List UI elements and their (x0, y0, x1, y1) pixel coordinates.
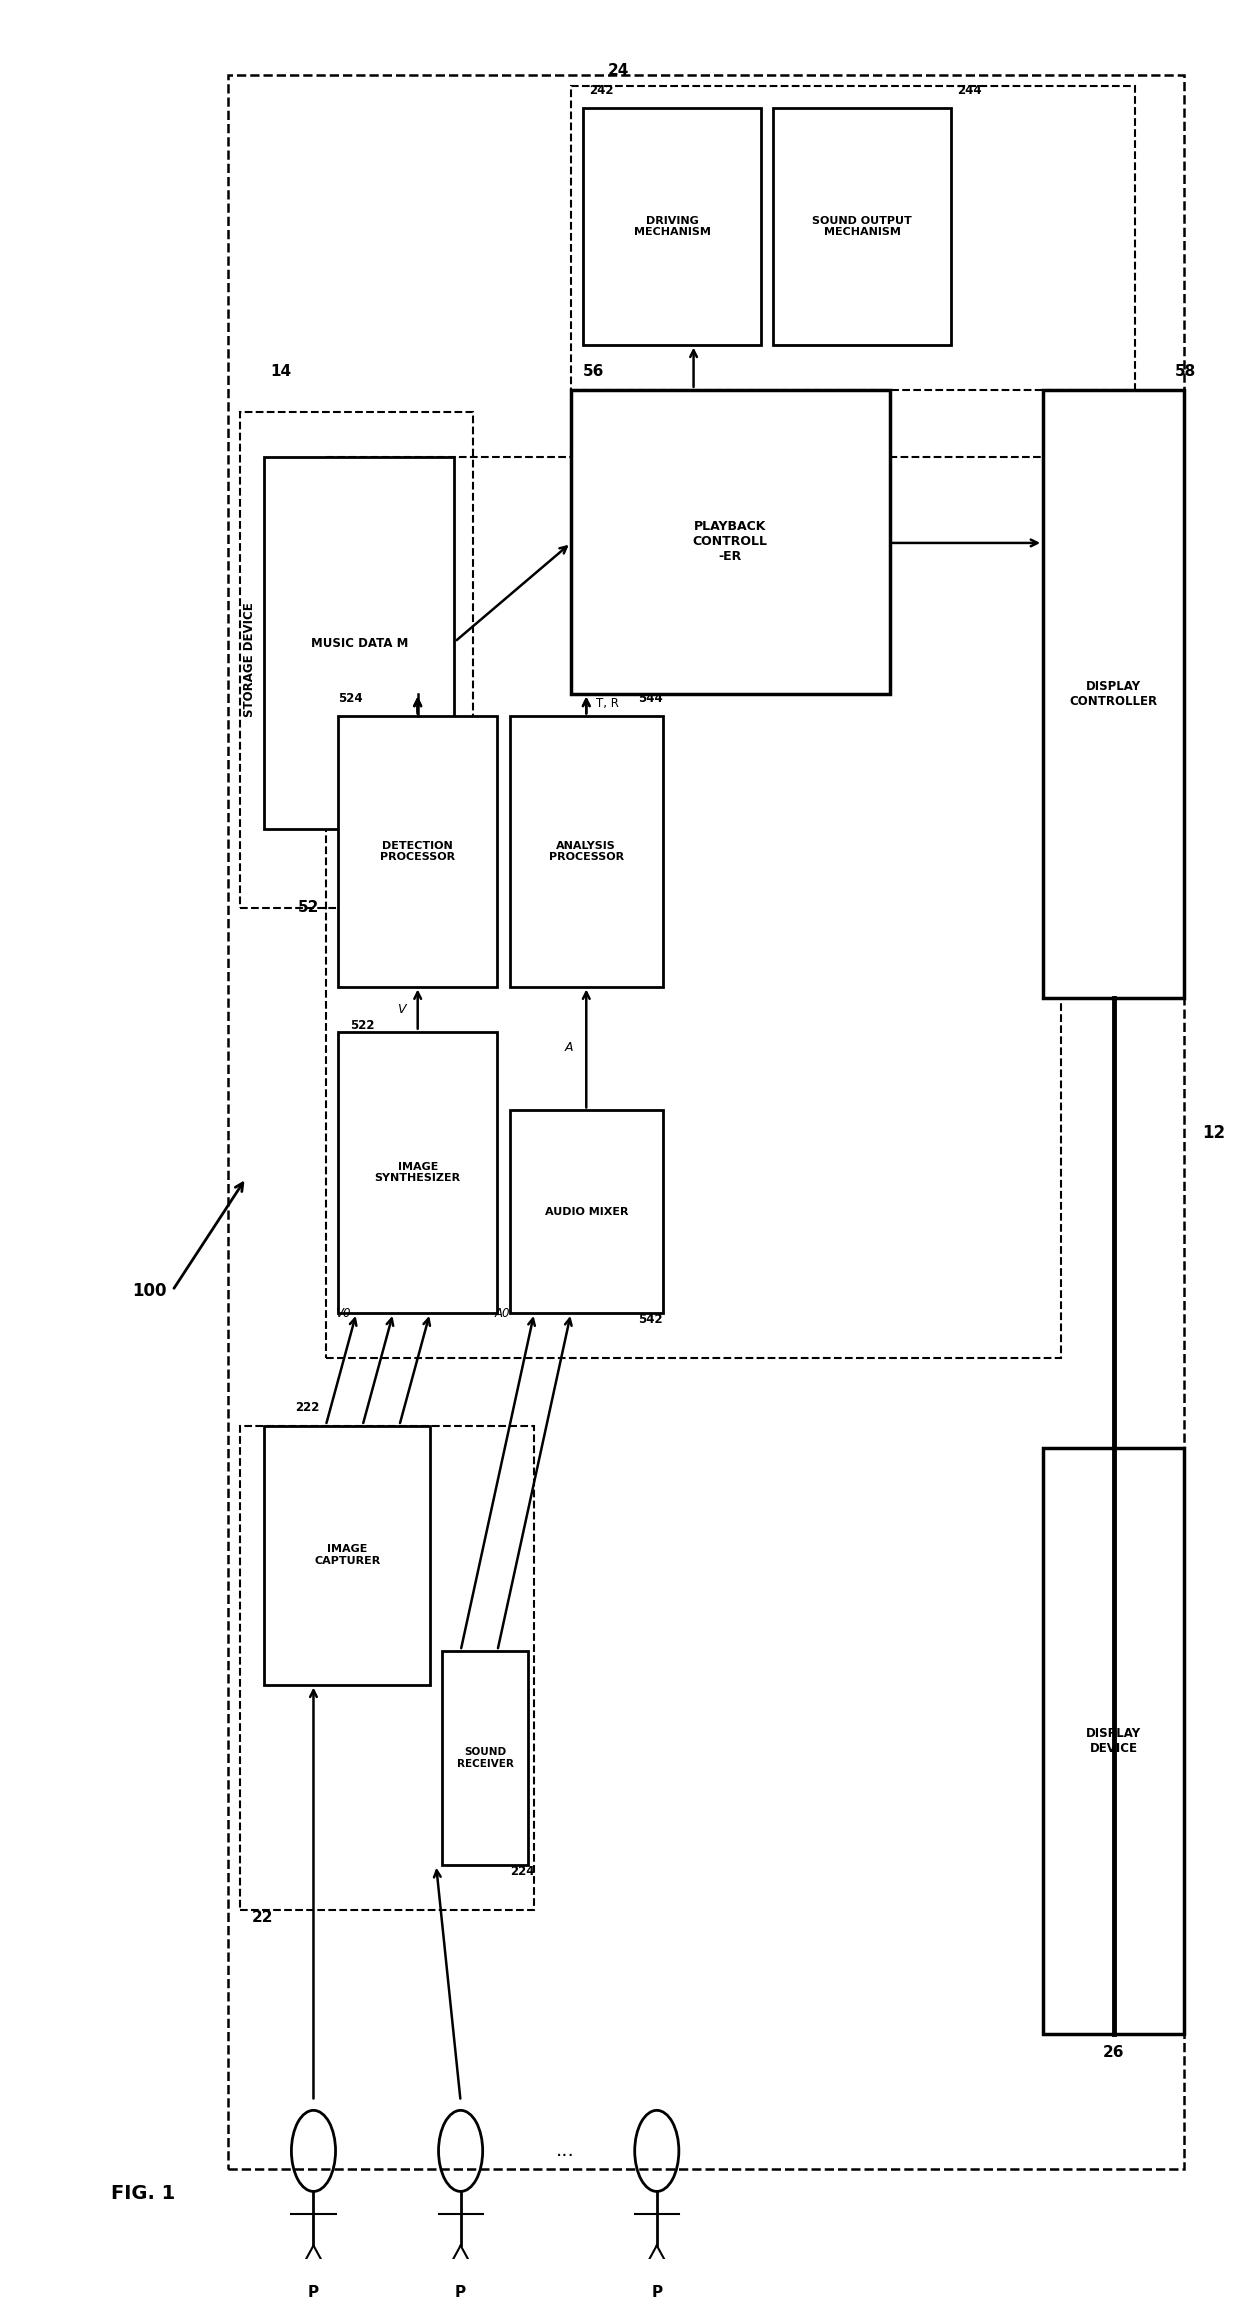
Text: MUSIC DATA M: MUSIC DATA M (311, 637, 408, 649)
Text: DETECTION
PROCESSOR: DETECTION PROCESSOR (381, 842, 455, 862)
Text: 12: 12 (1203, 1125, 1225, 1143)
Text: 224: 224 (510, 1865, 534, 1877)
Text: 14: 14 (270, 363, 291, 380)
Text: P: P (651, 2286, 662, 2300)
Text: SOUND OUTPUT
MECHANISM: SOUND OUTPUT MECHANISM (812, 216, 913, 237)
Bar (1043, 389, 1184, 998)
Text: 542: 542 (639, 1313, 663, 1327)
Bar (339, 1033, 497, 1313)
Text: ANALYSIS
PROCESSOR: ANALYSIS PROCESSOR (549, 842, 624, 862)
Text: 222: 222 (295, 1401, 320, 1414)
Text: DISPLAY
CONTROLLER: DISPLAY CONTROLLER (1069, 681, 1158, 708)
Text: A0: A0 (495, 1306, 510, 1320)
Bar (339, 715, 497, 987)
Bar (583, 108, 761, 345)
Text: V: V (397, 1003, 405, 1017)
Text: 244: 244 (957, 85, 982, 97)
Text: P: P (308, 2286, 319, 2300)
Bar (264, 458, 455, 828)
Text: 100: 100 (131, 1281, 166, 1300)
Text: PLAYBACK
CONTROLL
-ER: PLAYBACK CONTROLL -ER (693, 520, 768, 564)
Bar (510, 715, 663, 987)
Text: 242: 242 (589, 85, 614, 97)
Text: DISPLAY
DEVICE: DISPLAY DEVICE (1086, 1727, 1141, 1755)
Text: 52: 52 (299, 899, 320, 915)
Bar (570, 389, 890, 695)
Text: SOUND
RECEIVER: SOUND RECEIVER (456, 1748, 513, 1769)
Text: 56: 56 (583, 363, 605, 380)
Bar (239, 1426, 534, 1909)
Text: 544: 544 (639, 692, 663, 706)
Bar (774, 108, 951, 345)
Text: IMAGE
SYNTHESIZER: IMAGE SYNTHESIZER (374, 1162, 461, 1182)
Text: ...: ... (556, 2141, 574, 2160)
Text: DRIVING
MECHANISM: DRIVING MECHANISM (634, 216, 711, 237)
Text: 22: 22 (252, 1909, 274, 1925)
Bar (264, 1426, 430, 1684)
Bar (1043, 1449, 1184, 2033)
Text: A: A (565, 1042, 573, 1053)
Text: P: P (455, 2286, 466, 2300)
Bar (239, 412, 472, 908)
Text: STORAGE DEVICE: STORAGE DEVICE (243, 603, 257, 718)
Text: FIG. 1: FIG. 1 (112, 2183, 175, 2203)
Bar (570, 85, 1135, 389)
Bar (326, 458, 1061, 1359)
Text: 26: 26 (1102, 2045, 1125, 2061)
Text: 58: 58 (1176, 363, 1197, 380)
Text: IMAGE
CAPTURER: IMAGE CAPTURER (314, 1543, 381, 1566)
Bar (443, 1651, 528, 1865)
Text: T, R: T, R (596, 697, 619, 711)
Text: V0: V0 (335, 1306, 350, 1320)
Text: 524: 524 (339, 692, 362, 706)
Text: 522: 522 (350, 1019, 374, 1033)
Bar (510, 1111, 663, 1313)
Text: AUDIO MIXER: AUDIO MIXER (544, 1208, 627, 1217)
Text: 24: 24 (608, 62, 629, 78)
Bar (228, 74, 1184, 2169)
